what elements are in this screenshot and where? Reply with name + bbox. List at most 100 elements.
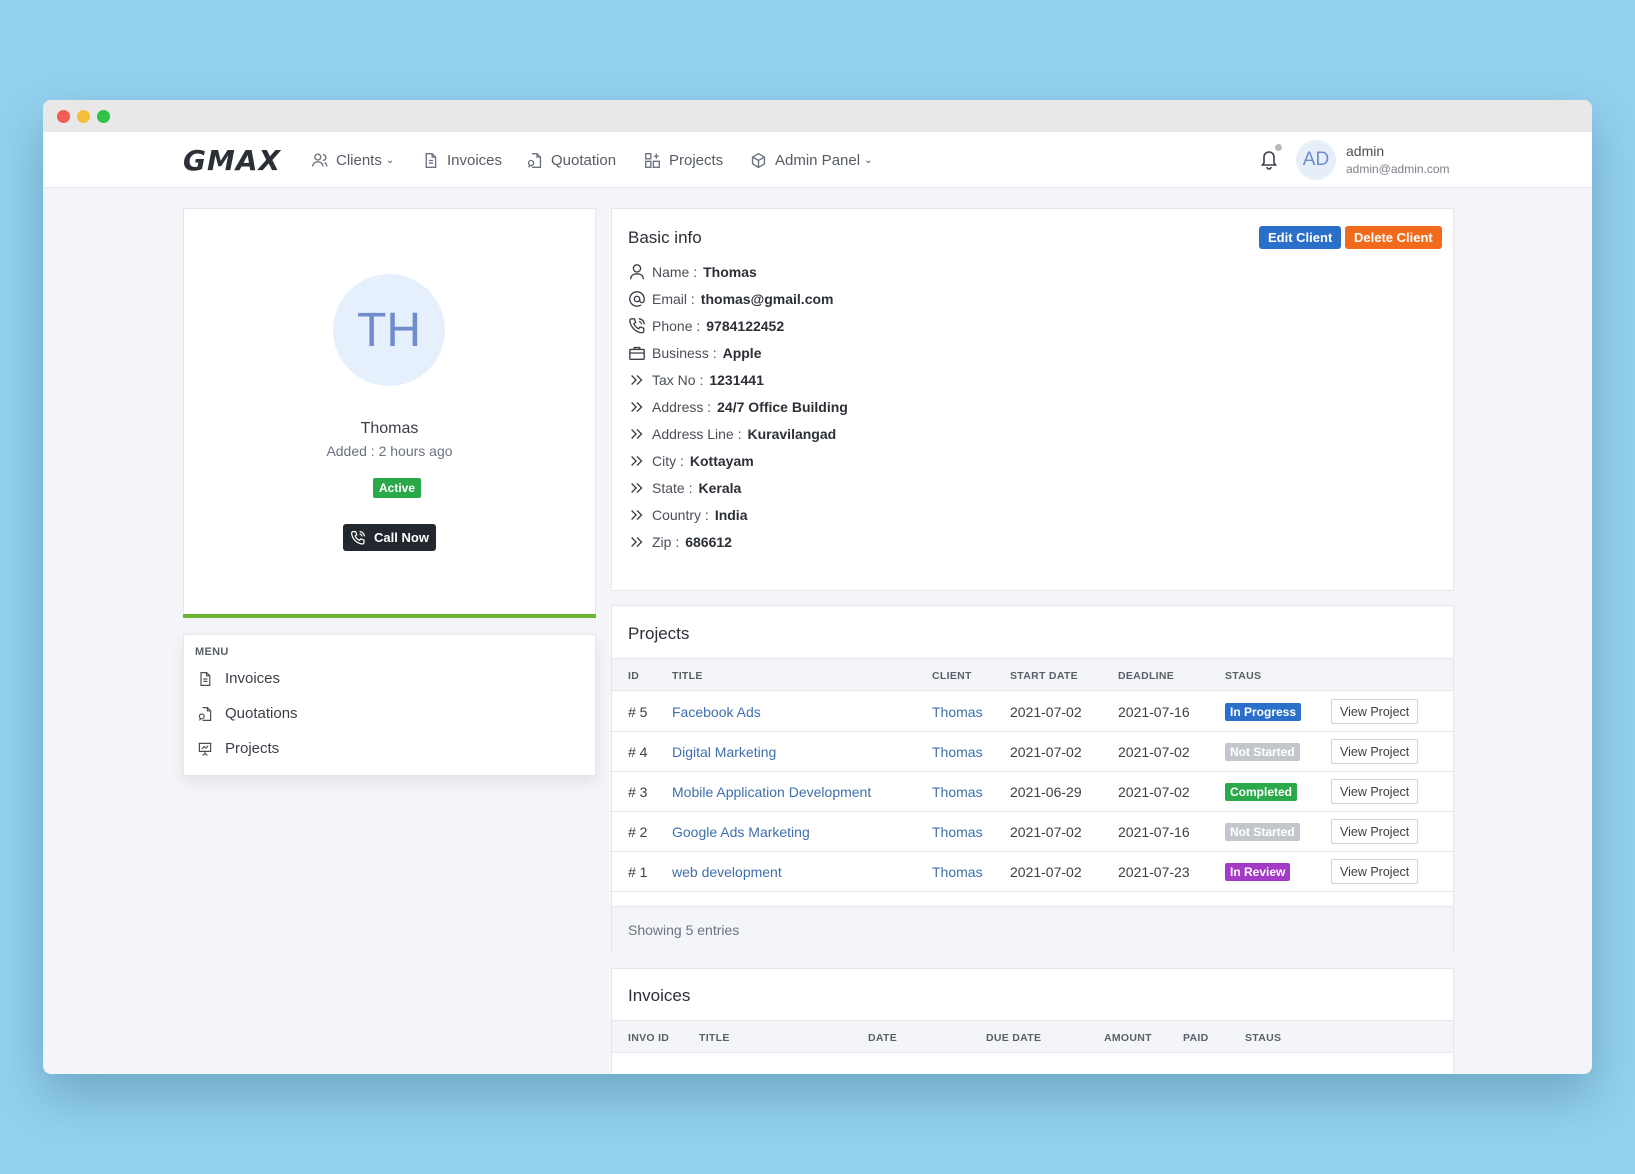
- info-row: State : Kerala: [628, 479, 741, 497]
- view-project-button[interactable]: View Project: [1331, 819, 1419, 844]
- col-header-title: TITLE: [699, 1032, 730, 1044]
- nav-clients[interactable]: Clients ⌄: [311, 132, 394, 188]
- info-value: Kuravilangad: [747, 426, 837, 442]
- delete-client-button[interactable]: Delete Client: [1345, 226, 1442, 249]
- table-row: # 5 Facebook Ads Thomas 2021-07-02 2021-07-1…: [612, 692, 1453, 732]
- view-project-button[interactable]: View Project: [1331, 859, 1419, 884]
- projects-table-header: ID TITLE CLIENT START DATE DEADLINE STAU…: [612, 658, 1453, 691]
- info-value: 9784122452: [706, 318, 785, 334]
- info-label: Name :: [652, 264, 698, 280]
- project-client-link[interactable]: Thomas: [932, 744, 983, 760]
- nav-clients-label: Clients: [336, 151, 382, 169]
- client-added-time: Added : 2 hours ago: [326, 443, 453, 459]
- nav-invoices[interactable]: Invoices: [422, 132, 502, 188]
- info-row: Address : 24/7 Office Building: [628, 398, 848, 416]
- menu-item-invoices[interactable]: Invoices: [197, 670, 280, 687]
- menu-item-quotations[interactable]: Quotations: [197, 705, 298, 722]
- info-label: Phone :: [652, 318, 701, 334]
- status-badge: In Progress: [1225, 703, 1302, 721]
- menu-item-label: Projects: [225, 740, 280, 757]
- nav-projects[interactable]: Projects: [644, 132, 723, 188]
- chevron-down-icon: ⌄: [864, 154, 873, 166]
- user-email: admin@admin.com: [1346, 162, 1450, 176]
- invoices-table-header: INVO ID TITLE DATE DUE DATE AMOUNT PAID …: [612, 1020, 1453, 1053]
- document-icon: [200, 671, 211, 686]
- project-client-link[interactable]: Thomas: [932, 784, 983, 800]
- client-name: Thomas: [360, 420, 419, 437]
- chevrons-right-icon: [631, 537, 643, 547]
- edit-client-button[interactable]: Edit Client: [1259, 226, 1342, 249]
- info-label: State :: [652, 480, 693, 496]
- project-title-link[interactable]: Mobile Application Development: [672, 784, 872, 800]
- chevrons-right-icon: [631, 375, 643, 385]
- col-header-due-date: DUE DATE: [986, 1032, 1042, 1044]
- maximize-window-button[interactable]: [97, 110, 110, 123]
- nav-admin-panel[interactable]: Admin Panel ⌄: [750, 132, 872, 188]
- menu-item-projects[interactable]: Projects: [197, 740, 279, 757]
- status-badge: In Review: [1225, 863, 1291, 881]
- presentation-icon: [198, 742, 212, 756]
- table-row: # 2 Google Ads Marketing Thomas 2021-07-02 2…: [612, 812, 1453, 852]
- projects-card: Projects ID TITLE CLIENT START DATE DEAD…: [611, 605, 1454, 954]
- chevron-down-icon: ⌄: [385, 154, 395, 166]
- user-avatar[interactable]: AD: [1296, 140, 1336, 180]
- phone-call-icon: [351, 530, 366, 545]
- info-label: Address :: [652, 399, 712, 415]
- notification-dot: [1275, 144, 1282, 151]
- info-label: Email :: [652, 291, 695, 307]
- col-header-status: STAUS: [1225, 670, 1262, 682]
- project-title-link[interactable]: Digital Marketing: [672, 744, 777, 760]
- project-client-link[interactable]: Thomas: [932, 824, 983, 840]
- basic-info-card: Basic info Edit Client Delete Client Nam…: [611, 208, 1454, 591]
- project-id: # 5: [628, 704, 648, 720]
- chevrons-right-icon: [631, 429, 643, 439]
- view-project-button[interactable]: View Project: [1331, 779, 1419, 804]
- info-label: Country :: [652, 507, 709, 523]
- info-label: Address Line :: [652, 426, 742, 442]
- col-header-start-date: START DATE: [1010, 670, 1078, 682]
- user-name: admin: [1346, 143, 1385, 159]
- project-id: # 3: [628, 784, 648, 800]
- col-header-invo-id: INVO ID: [628, 1032, 670, 1044]
- project-start-date: 2021-06-29: [1010, 784, 1082, 800]
- project-id: # 1: [628, 864, 648, 880]
- user-icon: [630, 264, 644, 280]
- notifications-bell-icon[interactable]: [1259, 148, 1279, 175]
- projects-table-footer: Showing 5 entries: [612, 906, 1453, 954]
- project-deadline: 2021-07-23: [1118, 864, 1190, 880]
- project-title-link[interactable]: web development: [672, 864, 782, 880]
- col-header-date: DATE: [868, 1032, 898, 1044]
- info-label: Zip :: [652, 534, 680, 550]
- project-client-link[interactable]: Thomas: [932, 864, 983, 880]
- info-value: 24/7 Office Building: [717, 399, 848, 415]
- col-header-title: TITLE: [672, 670, 703, 682]
- info-value: 1231441: [709, 372, 764, 388]
- close-window-button[interactable]: [57, 110, 70, 123]
- nav-invoices-label: Invoices: [447, 151, 503, 169]
- view-project-button[interactable]: View Project: [1331, 739, 1419, 764]
- nav-quotation-label: Quotation: [551, 151, 617, 169]
- project-client-link[interactable]: Thomas: [932, 704, 983, 720]
- project-start-date: 2021-07-02: [1010, 744, 1082, 760]
- quotation-icon: [527, 152, 542, 168]
- info-row: Email : thomas@gmail.com: [628, 290, 833, 308]
- nav-quotation[interactable]: Quotation: [526, 132, 616, 188]
- info-row: Phone : 9784122452: [628, 317, 784, 335]
- project-start-date: 2021-07-02: [1010, 704, 1082, 720]
- window-titlebar: [43, 100, 1592, 132]
- minimize-window-button[interactable]: [77, 110, 90, 123]
- info-value: India: [714, 507, 748, 523]
- app-logo[interactable]: GMAX: [183, 144, 282, 177]
- project-start-date: 2021-07-02: [1010, 864, 1082, 880]
- users-icon: [312, 152, 328, 167]
- grid-icon: [645, 152, 660, 168]
- project-title-link[interactable]: Google Ads Marketing: [672, 824, 810, 840]
- nav-admin-panel-label: Admin Panel: [775, 151, 861, 169]
- view-project-button[interactable]: View Project: [1331, 699, 1419, 724]
- document-icon: [425, 152, 437, 168]
- project-title-link[interactable]: Facebook Ads: [672, 704, 761, 720]
- info-row: Tax No : 1231441: [628, 371, 764, 389]
- client-avatar: TH: [333, 274, 445, 386]
- call-now-button[interactable]: Call Now: [343, 524, 436, 551]
- info-label: Tax No :: [652, 372, 704, 388]
